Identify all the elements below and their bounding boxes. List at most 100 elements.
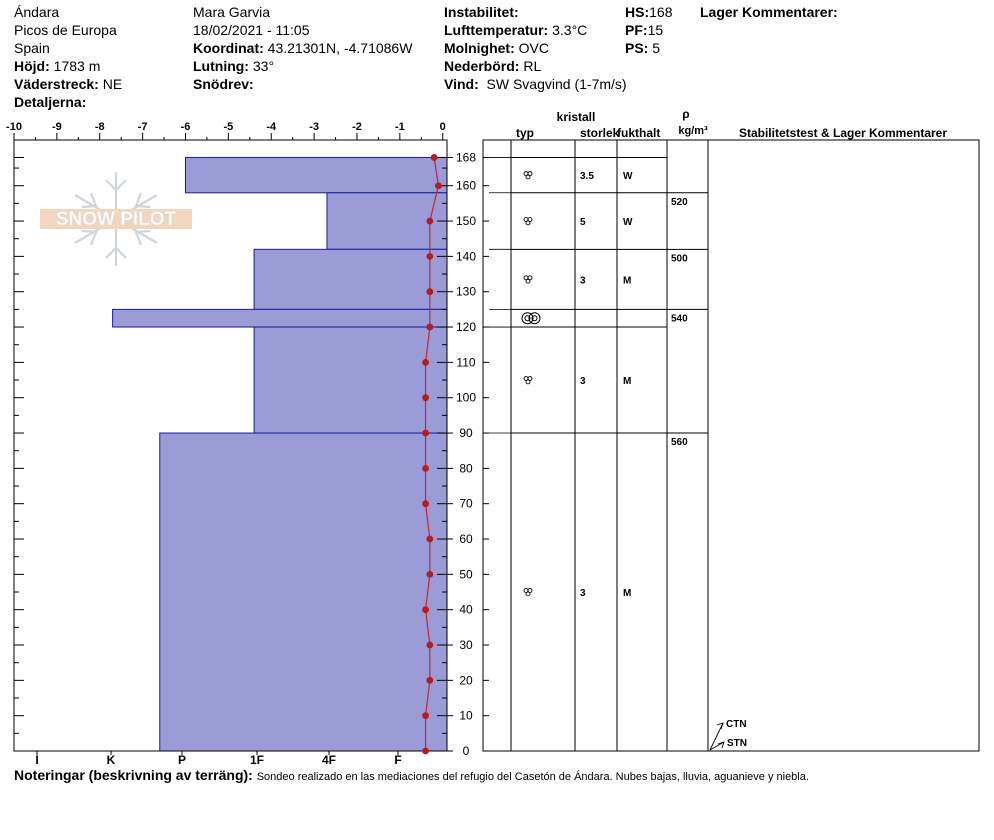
grain-ice-circle [521,312,534,325]
grain-icon-3 [521,312,541,325]
coord-value: 43.21301N, -4.71086W [267,40,413,56]
precip-value: RL [523,58,542,74]
coord-row: Koordinat: 43.21301N, -4.71086W [193,39,412,57]
wind-value: SW Svagvind (1-7m/s) [486,76,627,92]
height-label-10: 100 [456,391,476,405]
hardness-label-1: K [107,753,116,767]
height-label-8: 80 [459,461,473,475]
temp-tick-label-8: -2 [352,121,362,133]
hs-label: HS: [625,4,650,20]
header-size: storlek [580,126,620,140]
temp-tick-label-5: -5 [223,121,233,133]
table-rows: 3.5 W 5 W 520 3 M 500 540 3 M 3 M 560 [489,156,708,599]
stability-leader-1 [709,741,725,751]
country-name: Spain [14,40,50,56]
grain-icon-5 [523,588,533,597]
temp-tick-label-7: -3 [309,121,319,133]
precip-row: Nederbörd: RL [444,57,627,75]
header-col4: HS:168 PF:15 PS: 5 [625,3,672,57]
range-name: Picos de Europa [14,22,117,38]
hardness-bar-3 [112,308,448,328]
airtemp-row: Lufttemperatur: 3.3°C [444,21,627,39]
hardness-bar-2 [253,248,448,310]
left-plot-frame [13,139,448,752]
aspect-value: NE [102,76,123,92]
drift-row: Snödrev: [193,75,412,93]
header-col3: Instabilitet: Lufttemperatur: 3.3°C Moln… [444,3,627,93]
grain-size-1: 5 [580,217,586,228]
grain-round-circle [525,278,531,284]
hardness-label-0: I [35,753,38,767]
temp-tick-label-6: -4 [266,121,277,133]
sky-label: Molnighet: [444,40,515,56]
coord-label: Koordinat: [193,40,264,56]
notes-label: Noteringar (beskrivning av terräng): [14,767,253,783]
snow-pilot-logo: SNOW PILOT [40,172,192,266]
airtemp-label: Lufttemperatur: [444,22,549,38]
grain-icon-0 [523,171,533,180]
grain-size-2: 3 [580,275,586,286]
height-label-14: 140 [456,249,476,263]
slope-row: Lutning: 33° [193,57,412,75]
height-label-5: 50 [459,567,473,581]
grain-size-0: 3.5 [580,171,594,182]
moisture-4: M [623,376,631,387]
temp-point-1 [435,182,442,190]
header-stability: Stabilitetstest & Lager Kommentarer [739,126,947,140]
elevation-row: Höjd: 1783 m [14,57,122,75]
height-label-3: 30 [459,638,473,652]
temp-tick-label-3: -7 [138,121,148,133]
stability-label-0: CTN [726,719,747,730]
layer-table [482,139,980,752]
temp-point-5 [426,323,434,331]
height-label-16: 160 [456,179,476,193]
airtemp-value: 3.3°C [552,22,588,38]
moisture-1: W [623,217,633,228]
temp-tick-label-2: -8 [95,121,105,133]
stability-arrow-0 [716,722,724,730]
height-label-2: 20 [459,673,473,687]
header-col2: Mara Garvia 18/02/2021 - 11:05 Koordinat… [193,3,412,93]
hardness-label-2: P [178,753,186,767]
temp-point-17 [422,747,429,755]
height-label-7: 70 [459,497,473,511]
height-label-11: 110 [456,355,475,369]
grain-ice-inner [524,315,531,322]
temp-point-12 [426,570,434,578]
grain-round-circle [525,220,531,226]
hs-value: 168 [649,4,673,20]
temp-tick-label-9: -1 [395,121,405,133]
hardness-axis: I K P 1F 4F F [35,751,402,767]
wind-row: Vind: SW Svagvind (1-7m/s) [444,75,627,93]
details-row: Detaljerna: [14,93,122,111]
height-label-4: 40 [459,603,473,617]
height-label-15: 150 [456,214,476,228]
density-3: 540 [671,313,688,324]
ps-value: 5 [652,40,661,56]
aspect-label: Väderstreck: [14,76,99,92]
temp-point-3 [426,252,434,260]
hardness-layers [112,156,448,752]
stability-arrow-1 [717,741,725,749]
precip-label: Nederbörd: [444,58,520,74]
grain-round-circle [525,379,531,385]
temp-point-16 [422,712,429,720]
notes-row: Noteringar (beskrivning av terräng): Son… [14,767,809,783]
header-type: typ [516,126,534,140]
pf-label: PF: [625,22,648,38]
hardness-label-4: 4F [322,753,336,767]
location-name: Ándara [14,4,60,20]
instability-label: Instabilitet: [444,4,519,20]
grain-icon-2 [523,275,533,284]
temp-point-9 [422,464,429,472]
drift-label: Snödrev: [193,76,254,92]
temp-tick-label-1: -9 [52,121,62,133]
density-5: 560 [671,437,688,448]
header-moisture: fukthalt [617,126,660,140]
temperature-profile [422,154,442,755]
height-label-13: 130 [456,285,476,299]
temp-point-15 [426,676,434,684]
layer-table-frame [482,139,980,752]
header-crystal: kristall [557,110,596,124]
